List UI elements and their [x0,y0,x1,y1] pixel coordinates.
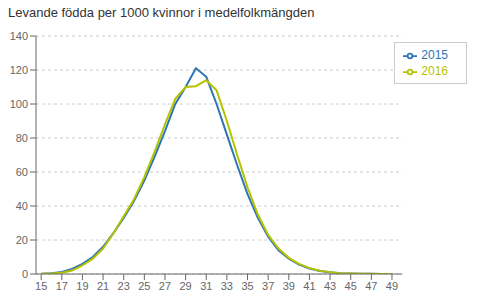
svg-text:33: 33 [221,280,233,292]
svg-text:49: 49 [386,280,398,292]
svg-text:43: 43 [324,280,336,292]
html-text:Levande födda per 1000 kvinnor: Levande födda per 1000 kvinnor i medelfo… [8,5,315,20]
svg-text:47: 47 [365,280,377,292]
svg-text:15: 15 [35,280,47,292]
svg-text:37: 37 [262,280,274,292]
svg-text:140: 140 [10,30,28,42]
svg-text:23: 23 [118,280,130,292]
svg-text:25: 25 [138,280,150,292]
svg-text:20: 20 [16,234,28,246]
svg-text:0: 0 [22,268,28,280]
svg-text:31: 31 [200,280,212,292]
html-text:2016: 2016 [421,64,448,78]
svg-text:60: 60 [16,166,28,178]
svg-text:100: 100 [10,98,28,110]
svg-text:29: 29 [179,280,191,292]
svg-text:39: 39 [283,280,295,292]
svg-text:120: 120 [10,64,28,76]
svg-text:45: 45 [345,280,357,292]
svg-text:17: 17 [56,280,68,292]
svg-text:41: 41 [303,280,315,292]
svg-text:40: 40 [16,200,28,212]
svg-text:19: 19 [76,280,88,292]
svg-text:80: 80 [16,132,28,144]
svg-text:21: 21 [97,280,109,292]
html-text:2015: 2015 [421,48,448,62]
svg-text:35: 35 [241,280,253,292]
svg-text:27: 27 [159,280,171,292]
